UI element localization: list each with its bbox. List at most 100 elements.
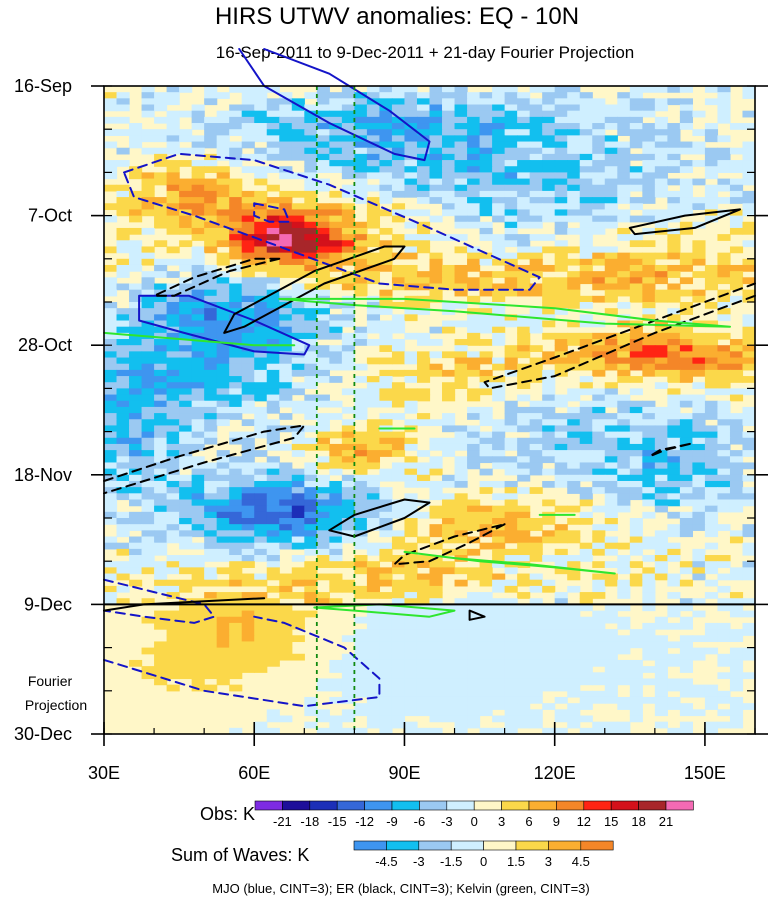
heatmap-cell [679,462,693,470]
heatmap-cell [567,289,581,297]
heatmap-cell [166,271,180,278]
heatmap-cell [642,289,656,297]
heatmap-cell [316,227,330,235]
heatmap-cell [629,203,643,211]
heatmap-cell [216,240,230,248]
heatmap-cell [479,271,493,278]
heatmap-cell [554,684,568,692]
heatmap-cell [129,376,143,383]
heatmap-cell [717,252,731,260]
legend-level-label: -15 [328,814,347,829]
heatmap-cell [454,357,468,365]
heatmap-cell [617,184,631,192]
heatmap-cell [391,468,406,476]
heatmap-cell [667,332,681,340]
heatmap-cell [216,221,230,229]
heatmap-cell [567,178,581,186]
heatmap-cell [592,647,606,655]
heatmap-cell [204,604,218,612]
heatmap-cell [479,413,493,420]
heatmap-cell [204,203,218,211]
heatmap-cell [254,197,268,204]
heatmap-cell [141,203,155,211]
heatmap-cell [204,530,218,538]
heatmap-cell [316,98,330,106]
heatmap-cell [379,548,393,556]
heatmap-cell [404,518,418,525]
heatmap-cell [717,437,731,445]
heatmap-cell [129,227,143,235]
heatmap-cell [579,413,593,420]
heatmap-cell [191,678,205,686]
heatmap-cell [592,579,606,587]
heatmap-cell [366,400,381,408]
heatmap-cell [166,339,180,346]
heatmap-cell [579,252,593,260]
heatmap-cell [454,345,468,352]
heatmap-cell [329,456,343,464]
heatmap-cell [592,295,606,303]
heatmap-cell [141,92,155,99]
heatmap-cell [517,221,531,229]
heatmap-cell [191,289,205,297]
heatmap-cell [517,382,531,389]
heatmap-cell [254,468,268,476]
heatmap-cell [291,246,305,254]
heatmap-cell [391,369,406,377]
heatmap-cell [379,135,393,143]
heatmap-cell [241,240,255,248]
heatmap-cell [704,524,719,531]
heatmap-cell [517,715,531,723]
heatmap-cell [404,264,418,272]
heatmap-cell [354,690,368,698]
heatmap-cell [492,178,506,186]
heatmap-cell [254,450,268,457]
heatmap-cell [354,283,368,291]
heatmap-cell [191,197,205,204]
heatmap-cell [429,647,443,655]
heatmap-cell [629,666,643,673]
heatmap-cell [229,203,243,211]
heatmap-cell [291,190,305,198]
heatmap-cell [404,110,418,118]
heatmap-cell [517,332,531,340]
heatmap-cell [467,135,481,143]
heatmap-cell [241,487,255,494]
heatmap-cell [166,369,180,377]
heatmap-cell [592,474,606,482]
heatmap-cell [291,320,305,328]
heatmap-cell [366,456,381,464]
heatmap-cell [354,468,368,476]
heatmap-cell [229,246,243,254]
heatmap-cell [429,511,443,519]
heatmap-cell [291,369,305,377]
heatmap-cell [304,92,318,99]
heatmap-cell [216,302,230,309]
heatmap-cell [166,431,180,439]
heatmap-cell [479,641,493,649]
heatmap-cell [266,147,280,155]
heatmap-cell [129,166,143,173]
heatmap-cell [191,135,205,143]
heatmap-cell [379,116,393,124]
heatmap-cell [504,548,518,556]
heatmap-cell [517,518,531,525]
heatmap-cell [679,443,693,451]
heatmap-cell [316,240,330,248]
heatmap-cell [667,462,681,470]
heatmap-cell [479,629,493,636]
heatmap-cell [642,295,656,303]
heatmap-cell [191,400,205,408]
heatmap-cell [604,289,618,297]
heatmap-cell [554,283,568,291]
heatmap-cell [391,629,406,636]
heatmap-cell [216,647,230,655]
heatmap-cell [204,425,218,433]
heatmap-cell [492,450,506,457]
heatmap-cell [442,153,456,161]
heatmap-cell [179,604,193,612]
heatmap-cell [154,98,168,106]
heatmap-cell [442,166,456,173]
heatmap-cell [204,431,218,439]
heatmap-cell [391,678,406,686]
